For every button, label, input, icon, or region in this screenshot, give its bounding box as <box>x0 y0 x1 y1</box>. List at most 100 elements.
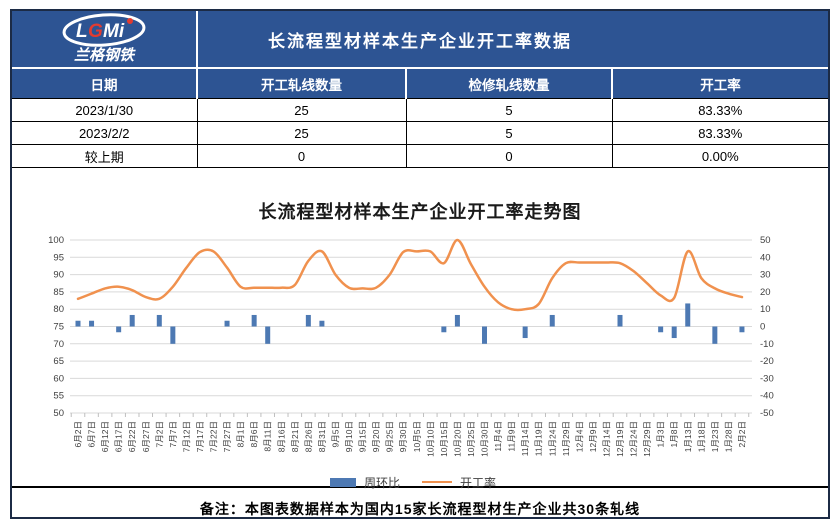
bar <box>129 314 135 327</box>
legend-label-wow: 周环比 <box>363 475 400 490</box>
bar <box>319 320 325 327</box>
table-row: 2023/2/2 25 5 83.33% <box>12 121 828 145</box>
svg-text:8月11日: 8月11日 <box>263 421 273 452</box>
svg-text:12月4日: 12月4日 <box>574 421 584 452</box>
bar <box>251 314 257 327</box>
bar <box>522 326 528 339</box>
svg-text:95: 95 <box>53 252 64 263</box>
svg-text:10月30日: 10月30日 <box>480 421 490 457</box>
svg-text:60: 60 <box>53 373 64 384</box>
svg-text:9月30日: 9月30日 <box>398 421 408 452</box>
bar <box>89 320 95 327</box>
report-window: 长流程型材样本生产企业开工率数据 L G Mi 兰格钢铁 日期 开工轧线数量 检修轧… <box>10 9 830 519</box>
svg-text:12月19日: 12月19日 <box>615 421 625 457</box>
x-axis-ticks <box>70 413 750 417</box>
bar <box>441 326 447 333</box>
svg-text:11月14日: 11月14日 <box>520 421 530 456</box>
table-cell: 25 <box>196 98 407 122</box>
logo-subtext: 兰格钢铁 <box>74 47 136 64</box>
column-header-1: 开工轧线数量 <box>196 69 406 99</box>
svg-text:6月27日: 6月27日 <box>141 421 151 452</box>
svg-text:8月16日: 8月16日 <box>276 421 286 452</box>
svg-text:30: 30 <box>760 270 771 281</box>
svg-text:55: 55 <box>53 391 64 402</box>
svg-text:1月28日: 1月28日 <box>723 421 733 452</box>
table-cell: 5 <box>405 121 613 145</box>
svg-text:6月22日: 6月22日 <box>127 421 137 452</box>
svg-text:65: 65 <box>53 356 64 367</box>
svg-text:-30: -30 <box>760 373 774 384</box>
svg-text:-10: -10 <box>760 339 774 350</box>
bar <box>482 326 487 344</box>
svg-text:7月7日: 7月7日 <box>168 421 178 447</box>
svg-text:100: 100 <box>48 235 64 246</box>
table-cell: 83.33% <box>611 98 828 122</box>
svg-text:7月12日: 7月12日 <box>181 421 191 452</box>
svg-text:1月3日: 1月3日 <box>656 421 666 447</box>
svg-text:1月23日: 1月23日 <box>710 421 720 452</box>
svg-text:8月26日: 8月26日 <box>303 421 313 452</box>
trend-chart: 长流程型材样本生产企业开工率走势图 50 55 60 65 70 75 80 85 90 95 10… <box>12 168 828 490</box>
svg-text:10月5日: 10月5日 <box>412 421 422 452</box>
column-header-2: 检修轧线数量 <box>405 69 612 99</box>
svg-text:11月19日: 11月19日 <box>534 421 544 456</box>
svg-text:70: 70 <box>53 339 64 350</box>
bar <box>265 326 271 344</box>
svg-text:9月10日: 9月10日 <box>344 421 354 452</box>
bar <box>617 314 623 327</box>
svg-text:0: 0 <box>760 322 765 333</box>
bar <box>671 326 677 339</box>
bar <box>305 314 311 327</box>
svg-text:7月27日: 7月27日 <box>222 421 232 452</box>
bar <box>454 314 460 327</box>
logo-letters-mi: Mi <box>103 21 125 42</box>
svg-text:11月24日: 11月24日 <box>547 421 557 456</box>
svg-text:9月5日: 9月5日 <box>330 421 340 447</box>
gridlines <box>70 239 752 414</box>
table-cell: 0 <box>405 144 613 168</box>
right-axis-labels: -50 -40 -30 -20 -10 0 10 20 30 40 50 <box>760 235 774 419</box>
svg-text:8月21日: 8月21日 <box>290 421 300 452</box>
table-cell: 0 <box>196 144 407 168</box>
svg-text:10: 10 <box>760 304 771 315</box>
chart-legend: 周环比 开工率 <box>12 473 828 491</box>
column-header-3: 开工率 <box>611 69 828 99</box>
table-cell: 83.33% <box>611 121 828 145</box>
svg-text:6月2日: 6月2日 <box>73 421 83 447</box>
bar <box>156 314 162 327</box>
table-cell: 5 <box>405 98 613 122</box>
summary-table-body: 2023/1/30 25 5 83.33% 2023/2/2 25 5 83.33% 较上期 0 0… <box>12 98 828 168</box>
svg-text:10月20日: 10月20日 <box>452 421 462 457</box>
svg-text:85: 85 <box>53 287 64 298</box>
summary-table: 日期 开工轧线数量 检修轧线数量 开工率 2023/1/30 25 5 83.33% 2023… <box>12 69 828 168</box>
svg-text:80: 80 <box>53 304 64 315</box>
table-cell: 2023/1/30 <box>12 98 198 122</box>
left-axis-labels: 50 55 60 65 70 75 80 85 90 95 100 <box>48 235 64 419</box>
svg-text:6月7日: 6月7日 <box>87 421 97 447</box>
svg-text:1月13日: 1月13日 <box>683 421 693 452</box>
svg-text:50: 50 <box>53 408 64 419</box>
footnote: 备注：本图表数据样本为国内15家长流程型材生产企业共30条轧线 <box>12 486 828 529</box>
svg-text:9月20日: 9月20日 <box>371 421 381 452</box>
svg-text:7月22日: 7月22日 <box>209 421 219 452</box>
svg-text:2月2日: 2月2日 <box>737 421 747 447</box>
table-cell: 2023/2/2 <box>12 121 198 145</box>
svg-text:10月10日: 10月10日 <box>425 421 435 457</box>
svg-text:11月29日: 11月29日 <box>561 421 571 456</box>
bar <box>224 320 230 327</box>
lgmi-logo-graphic: L G Mi 兰格钢铁 <box>62 13 146 64</box>
column-header-0: 日期 <box>12 69 197 99</box>
table-row: 2023/1/30 25 5 83.33% <box>12 98 828 122</box>
svg-text:50: 50 <box>760 235 771 246</box>
table-cell: 0.00% <box>611 144 828 168</box>
svg-text:8月1日: 8月1日 <box>236 421 246 447</box>
svg-text:11月9日: 11月9日 <box>507 421 517 452</box>
chart-title: 长流程型材样本生产企业开工率走势图 <box>258 202 582 222</box>
svg-text:6月17日: 6月17日 <box>114 421 124 452</box>
legend-bar-swatch <box>329 477 356 487</box>
svg-text:-50: -50 <box>760 408 774 419</box>
table-cell: 较上期 <box>12 144 198 168</box>
svg-text:10月15日: 10月15日 <box>439 421 449 457</box>
logo-dot <box>127 18 133 24</box>
